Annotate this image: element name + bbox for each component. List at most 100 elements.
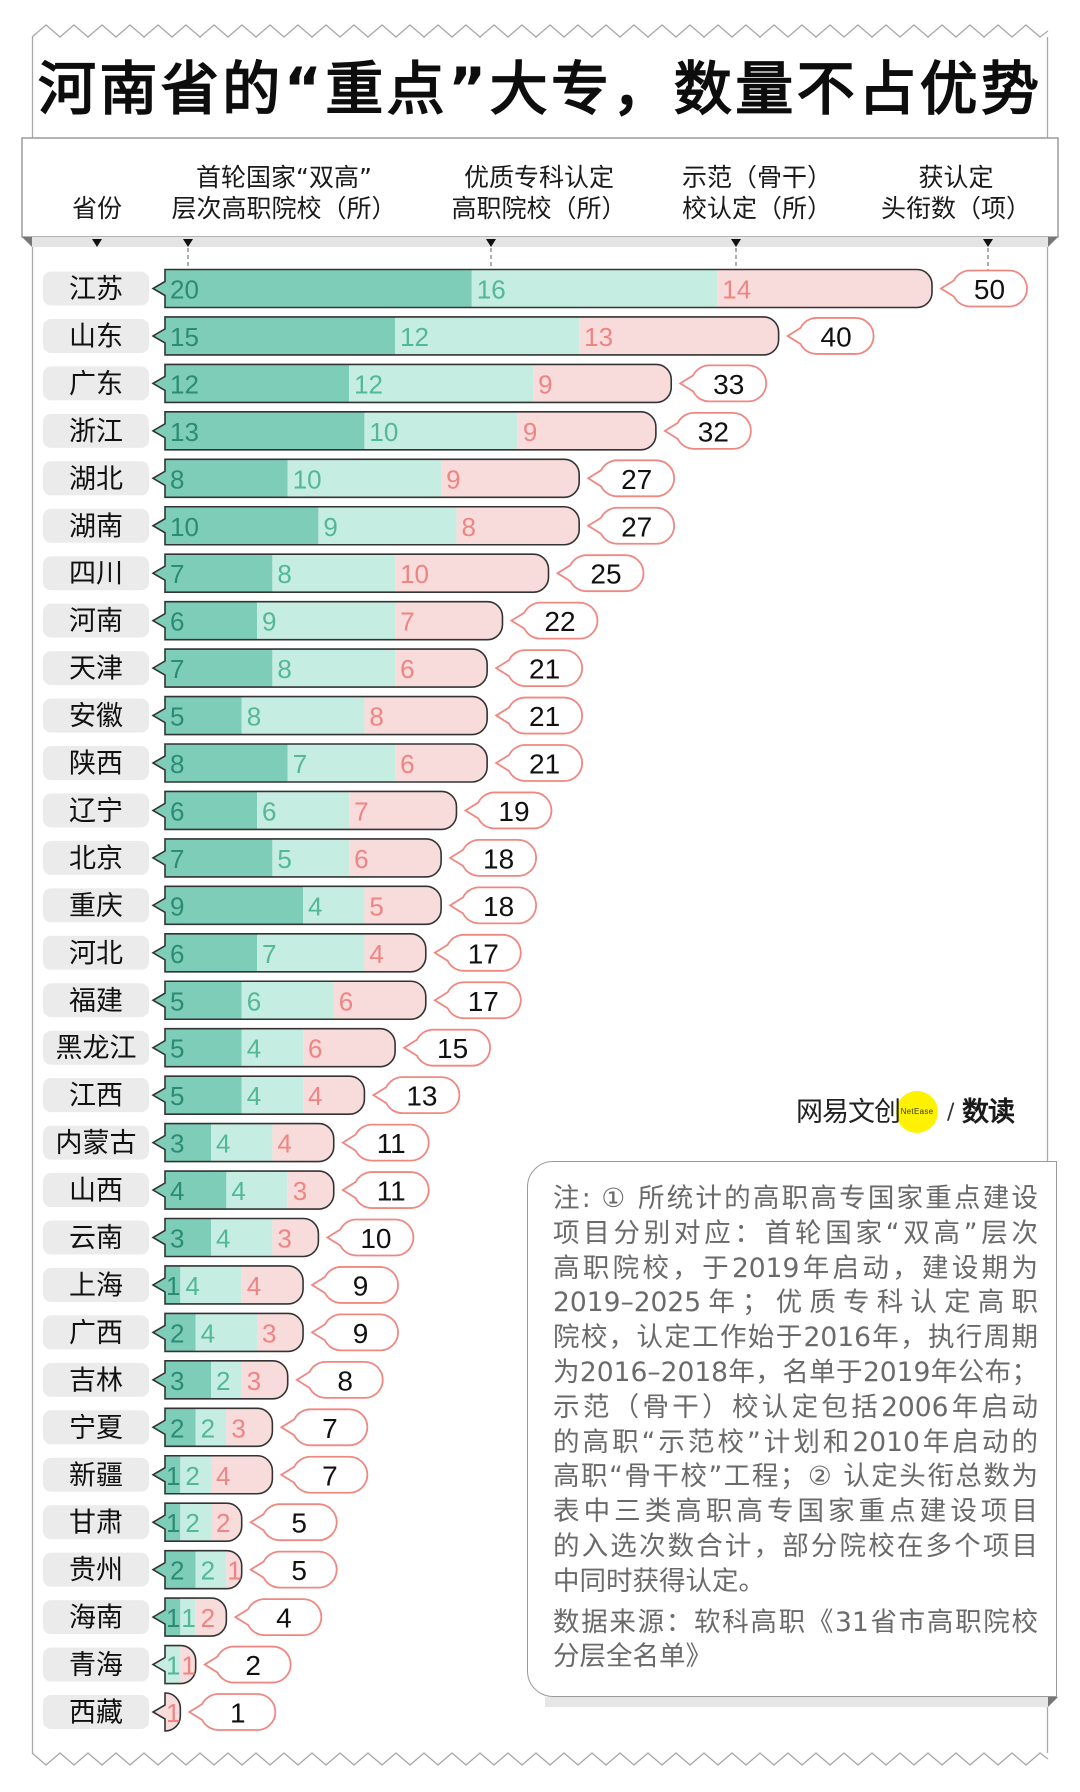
bar-segment-double-high (153, 981, 242, 1020)
bar-label-quality-specialty: 5 (277, 844, 291, 874)
total-value: 21 (529, 701, 560, 732)
total-value: 13 (406, 1081, 437, 1112)
bar-outline (151, 1170, 335, 1210)
bar-label-quality-specialty: 2 (216, 1366, 230, 1396)
province-label-bg (43, 840, 149, 875)
chart-row: 云南 3 4 3 10 (43, 1217, 415, 1258)
bar-segment-quality-specialty (287, 744, 396, 782)
bar-segment-model-backbone (303, 1076, 365, 1115)
total-value: 27 (621, 511, 652, 542)
marker-col1-icon (183, 239, 193, 247)
note-line: 中同时获得认定。 (553, 1565, 765, 1597)
bar-segment-model-backbone (211, 1503, 242, 1542)
province-label: 安徽 (69, 701, 123, 732)
torn-edge-bottom (31, 1752, 1049, 1766)
province-label-bg (43, 603, 149, 638)
bar-label-model-backbone: 4 (247, 1271, 261, 1301)
note-shadow-strip (545, 1697, 1048, 1707)
bar-label-quality-specialty: 4 (308, 891, 322, 921)
total-bubble (248, 1550, 338, 1589)
total-bubble (341, 1123, 430, 1162)
bar-label-double-high: 13 (170, 417, 199, 447)
chart-row: 河南 6 9 7 22 (43, 600, 599, 641)
bar-segment-double-high (153, 1076, 242, 1115)
bar-segment-model-backbone (333, 981, 426, 1020)
bar-label-double-high: 8 (170, 464, 184, 494)
bar-segment-model-backbone (226, 1408, 273, 1447)
bar-segment-quality-specialty (287, 459, 442, 498)
total-value: 5 (291, 1508, 307, 1539)
bar-label-quality-specialty: 4 (185, 1271, 199, 1301)
total-bubble (463, 791, 553, 830)
bar-outline (151, 1265, 304, 1305)
bar-segment-quality-specialty (272, 838, 350, 877)
bar-outline (151, 316, 780, 356)
province-label-bg (43, 1695, 149, 1729)
total-value: 21 (529, 654, 560, 685)
bar-label-double-high: 5 (170, 986, 184, 1016)
bar-outline (151, 600, 504, 641)
bar-outline (151, 1454, 274, 1495)
bar-segment-model-backbone (395, 601, 503, 640)
province-label-bg (43, 318, 149, 353)
total-bubble (678, 364, 768, 403)
chart-row: 广西 2 4 3 9 (43, 1312, 399, 1353)
bar-segment-quality-specialty (349, 364, 534, 403)
bar-segment-quality-specialty (195, 1408, 227, 1447)
note-line: 项目分别对应：首轮国家“双高”层次 (553, 1217, 1038, 1249)
netease-logo-dot-icon (896, 1091, 938, 1133)
bar-segment-model-backbone (272, 1123, 334, 1162)
bar-segment-model-backbone (517, 411, 656, 450)
bar-segment-model-backbone (241, 1360, 288, 1399)
bar-segment-double-high (153, 411, 365, 450)
province-label: 江苏 (69, 274, 123, 305)
bar-label-double-high: 2 (170, 1318, 184, 1348)
total-bubble (448, 839, 538, 877)
bar-label-model-backbone: 10 (400, 559, 429, 589)
province-label-bg (43, 1362, 149, 1397)
bar-segment-quality-specialty (471, 269, 718, 308)
header-col2-line2: 高职院校（所） (451, 194, 627, 223)
province-label: 湖北 (69, 464, 123, 495)
header-col1-line1: 首轮国家“双高” (196, 163, 372, 192)
total-value: 1 (230, 1698, 246, 1729)
province-label-bg (43, 1315, 149, 1350)
bar-label-double-high: 3 (170, 1129, 184, 1159)
total-value: 18 (483, 843, 514, 874)
bar-outline (151, 1360, 289, 1400)
bar-label-quality-specialty: 9 (262, 607, 276, 637)
bar-outline (151, 790, 458, 831)
logo-brand: 网易文创 (796, 1097, 901, 1128)
province-label-bg (43, 793, 149, 828)
bar-segment-quality-specialty (395, 316, 580, 355)
bar-label-quality-specialty: 4 (231, 1176, 245, 1206)
province-label: 福建 (69, 986, 123, 1017)
bar-outline (151, 1075, 366, 1115)
bar-label-model-backbone: 1 (181, 1651, 195, 1681)
bar-label-model-backbone: 3 (262, 1318, 276, 1348)
total-bubble (433, 981, 522, 1020)
bar-label-double-high: 1 (166, 1461, 180, 1491)
total-bubble (325, 1218, 415, 1257)
chart-row: 江苏 20 16 14 50 (43, 268, 1028, 309)
total-bubble (310, 1266, 399, 1304)
bar-outline (151, 648, 488, 688)
province-label-bg (43, 556, 149, 591)
chart-row: 西藏 1 1 (43, 1692, 277, 1732)
note-line: 院校，认定工作始于2016年，执行周期 (553, 1322, 1038, 1354)
chart-row: 青海 1 1 2 (43, 1644, 292, 1685)
bar-outline (151, 1407, 274, 1448)
province-label-bg (43, 508, 149, 543)
total-value: 21 (529, 749, 560, 780)
bar-label-model-backbone: 6 (339, 986, 353, 1016)
bar-segment-quality-specialty (241, 696, 365, 735)
province-label: 黑龙江 (56, 1033, 137, 1064)
note-text: 注: ① 所统计的高职高专国家重点建设 项目分别对应：首轮国家“双高”层次 高职… (553, 1182, 1038, 1675)
bar-label-double-high: 2 (170, 1413, 184, 1443)
bar-label-double-high: 7 (170, 844, 184, 874)
chart-row: 宁夏 2 2 3 7 (43, 1407, 369, 1448)
bar-segment-model-backbone (364, 696, 488, 735)
header-col3-line1: 示范（骨干） (681, 163, 832, 192)
bar-label-quality-specialty: 7 (262, 939, 276, 969)
bar-outline (151, 980, 427, 1021)
